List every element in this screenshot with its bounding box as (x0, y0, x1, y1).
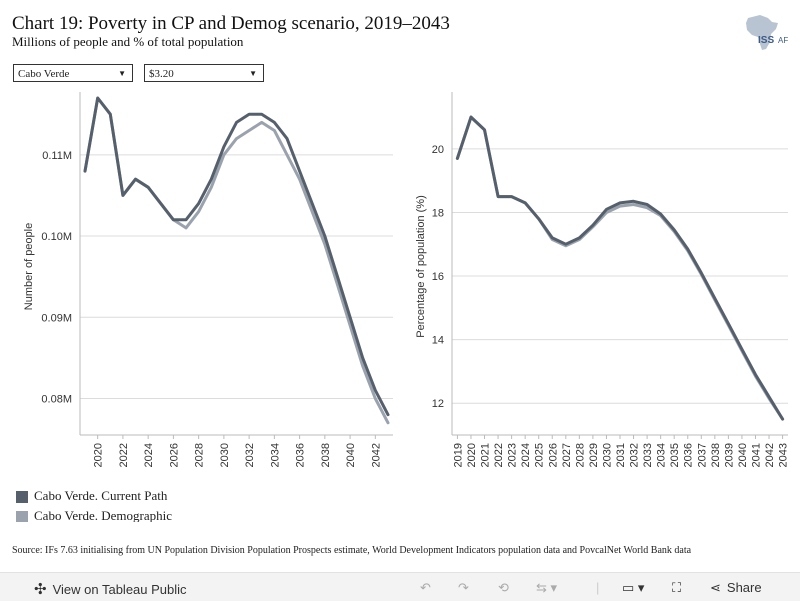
y-tick-label: 18 (432, 207, 444, 219)
x-tick-label: 2029 (588, 443, 600, 467)
x-tick-label: 2032 (629, 443, 641, 467)
y-tick-label: 0.10M (41, 231, 72, 243)
share-button[interactable]: ⋖ Share (710, 580, 762, 596)
svg-text:AF: AF (778, 36, 788, 45)
x-tick-label: 2022 (493, 443, 505, 467)
legend-swatch (16, 491, 28, 504)
x-tick-label: 2042 (764, 443, 776, 467)
x-tick-label: 2026 (168, 443, 180, 467)
x-tick-label: 2040 (345, 443, 357, 467)
x-tick-label: 2034 (656, 443, 668, 467)
x-tick-label: 2020 (93, 443, 105, 467)
dropdown-arrow-icon: ▼ (118, 69, 126, 78)
revert-button[interactable]: ⟲ (498, 580, 509, 595)
x-tick-label: 2036 (683, 443, 695, 467)
download-button[interactable]: ▭ ▾ (622, 580, 645, 595)
x-tick-label: 2040 (737, 443, 749, 467)
y-tick-label: 14 (432, 335, 444, 347)
dropdown-arrow-icon: ▼ (249, 69, 257, 78)
x-tick-label: 2031 (615, 443, 627, 467)
x-tick-label: 2027 (561, 443, 573, 467)
country-dropdown-value: Cabo Verde (18, 68, 70, 80)
x-tick-label: 2043 (778, 443, 790, 467)
x-tick-label: 2030 (219, 443, 231, 467)
x-tick-label: 2034 (269, 443, 281, 467)
series-line (83, 96, 390, 417)
y-axis-title: Number of people (23, 223, 35, 310)
svg-text:ISS: ISS (758, 35, 774, 46)
redo-button[interactable]: ↷ (458, 580, 469, 595)
iss-africa-logo: ISS AF (746, 15, 788, 50)
x-tick-label: 2020 (466, 443, 478, 467)
x-tick-label: 2032 (244, 443, 256, 467)
legend-item-demographic[interactable]: Cabo Verde. Demographic (16, 508, 172, 522)
tableau-footer: ✣ View on Tableau Public ↶ ↷ ⟲ ⇆ ▾ | ▭ ▾ … (0, 572, 800, 601)
view-on-tableau-label: View on Tableau Public (52, 582, 187, 597)
y-tick-label: 20 (432, 144, 444, 156)
legend-swatch (16, 511, 28, 522)
chart-subtitle: Millions of people and % of total popula… (12, 34, 244, 49)
y-tick-label: 0.08M (41, 393, 72, 405)
legend-label: Cabo Verde. Demographic (34, 508, 173, 522)
x-tick-label: 2026 (547, 443, 559, 467)
series-line (455, 115, 785, 421)
x-tick-label: 2033 (642, 443, 654, 467)
x-tick-label: 2019 (452, 443, 464, 467)
y-tick-label: 0.11M (42, 150, 72, 162)
x-tick-label: 2024 (143, 443, 155, 467)
x-tick-label: 2022 (118, 443, 130, 467)
x-tick-label: 2021 (480, 443, 492, 467)
x-tick-label: 2036 (295, 443, 307, 467)
series-line (83, 96, 390, 425)
x-tick-label: 2030 (601, 443, 613, 467)
chart-title: Chart 19: Poverty in CP and Demog scenar… (12, 13, 450, 34)
x-tick-label: 2039 (723, 443, 735, 467)
country-dropdown[interactable]: Cabo Verde ▼ (13, 64, 133, 82)
share-icon: ⋖ (710, 580, 721, 595)
view-on-tableau-link[interactable]: ✣ View on Tableau Public (34, 580, 187, 598)
footer-divider: | (596, 580, 600, 595)
x-tick-label: 2037 (696, 443, 708, 467)
share-label: Share (726, 580, 762, 595)
poverty-line-dropdown[interactable]: $3.20 ▼ (144, 64, 264, 82)
y-tick-label: 16 (432, 271, 444, 283)
y-axis-title: Percentage of population (%) (415, 195, 427, 337)
x-tick-label: 2038 (710, 443, 722, 467)
undo-button[interactable]: ↶ (420, 580, 431, 595)
x-tick-label: 2041 (750, 443, 762, 467)
x-tick-label: 2023 (507, 443, 519, 467)
x-tick-label: 2024 (520, 443, 532, 467)
x-tick-label: 2035 (669, 443, 681, 467)
x-tick-label: 2038 (320, 443, 332, 467)
refresh-icon[interactable]: ⇆ ▾ (536, 580, 558, 595)
y-tick-label: 0.09M (41, 312, 72, 324)
y-tick-label: 12 (432, 398, 444, 410)
fullscreen-button[interactable]: ⛶ (672, 580, 682, 595)
poverty-line-dropdown-value: $3.20 (149, 68, 174, 80)
legend-label: Cabo Verde. Current Path (34, 488, 168, 503)
x-tick-label: 2028 (194, 443, 206, 467)
x-tick-label: 2028 (574, 443, 586, 467)
x-tick-label: 2042 (370, 443, 382, 467)
series-line (455, 115, 785, 421)
source-note: Source: IFs 7.63 initialising from UN Po… (12, 545, 692, 556)
x-tick-label: 2025 (534, 443, 546, 467)
tableau-icon: ✣ (34, 581, 47, 598)
legend-item-current-path[interactable]: Cabo Verde. Current Path (16, 488, 167, 504)
people-in-poverty-chart: 0.08M 0.09M 0.10M 0.11M 2020 2022 2024 2026 2028… (23, 92, 393, 467)
